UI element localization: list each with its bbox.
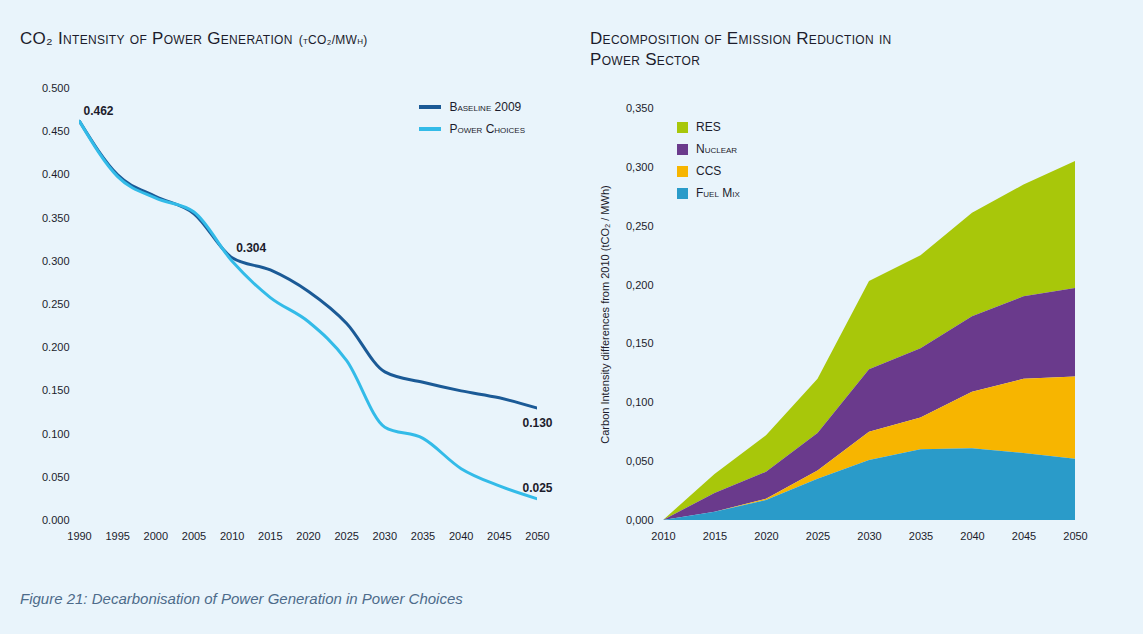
svg-text:0.000: 0.000 (42, 514, 70, 526)
svg-text:0,200: 0,200 (626, 279, 654, 291)
svg-text:0.100: 0.100 (42, 428, 70, 440)
svg-text:2050: 2050 (1063, 530, 1087, 542)
html-text:Baseline 2009: Baseline 2009 (449, 100, 522, 114)
svg-text:2025: 2025 (334, 530, 358, 542)
svg-text:0.500: 0.500 (42, 82, 70, 94)
svg-text:2020: 2020 (296, 530, 320, 542)
svg-text:2000: 2000 (144, 530, 168, 542)
svg-text:0,050: 0,050 (626, 455, 654, 467)
svg-text:2035: 2035 (411, 530, 435, 542)
html-text:Fuel Mix: Fuel Mix (696, 186, 740, 200)
html-text:CCS: CCS (696, 164, 722, 178)
svg-text:2010: 2010 (220, 530, 244, 542)
svg-text:2045: 2045 (487, 530, 511, 542)
svg-text:2050: 2050 (525, 530, 549, 542)
svg-text:Carbon Intensity differences f: Carbon Intensity differences from 2010 (… (599, 185, 611, 443)
svg-text:0,100: 0,100 (626, 396, 654, 408)
svg-text:0.130: 0.130 (522, 416, 552, 430)
svg-text:2020: 2020 (754, 530, 778, 542)
html-text:Decomposition of Emission Redu: Decomposition of Emission Reduction in P… (590, 29, 892, 69)
svg-text:0.450: 0.450 (42, 125, 70, 137)
svg-text:0,350: 0,350 (626, 102, 654, 114)
svg-text:2045: 2045 (1012, 530, 1036, 542)
svg-text:0.350: 0.350 (42, 212, 70, 224)
svg-text:2025: 2025 (806, 530, 830, 542)
svg-text:0,300: 0,300 (626, 161, 654, 173)
svg-text:2015: 2015 (258, 530, 282, 542)
svg-text:0.462: 0.462 (84, 104, 114, 118)
svg-text:0.250: 0.250 (42, 298, 70, 310)
svg-text:0.050: 0.050 (42, 471, 70, 483)
svg-text:2015: 2015 (703, 530, 727, 542)
svg-text:0.400: 0.400 (42, 168, 70, 180)
svg-text:2030: 2030 (857, 530, 881, 542)
html-text:Figure 21: Decarbonisation of: Figure 21: Decarbonisation of Power Gene… (20, 590, 463, 607)
svg-text:1990: 1990 (67, 530, 91, 542)
svg-text:0.300: 0.300 (42, 255, 70, 267)
svg-text:2040: 2040 (960, 530, 984, 542)
svg-text:2010: 2010 (651, 530, 675, 542)
svg-text:0,150: 0,150 (626, 337, 654, 349)
svg-text:0.200: 0.200 (42, 341, 70, 353)
svg-text:0.150: 0.150 (42, 384, 70, 396)
svg-text:2005: 2005 (182, 530, 206, 542)
svg-text:0,250: 0,250 (626, 220, 654, 232)
html-text:Power Choices: Power Choices (449, 122, 525, 136)
html-text:RES: RES (696, 120, 721, 134)
svg-text:2030: 2030 (373, 530, 397, 542)
svg-text:0.304: 0.304 (236, 241, 266, 255)
html-text:Nuclear: Nuclear (696, 142, 738, 156)
svg-text:1995: 1995 (105, 530, 129, 542)
svg-text:0,000: 0,000 (626, 514, 654, 526)
svg-text:2035: 2035 (909, 530, 933, 542)
svg-text:2040: 2040 (449, 530, 473, 542)
html-text:CO₂ Intensity of Power Generat: CO₂ Intensity of Power Generation (tCO₂/… (20, 29, 368, 48)
svg-text:0.025: 0.025 (522, 481, 552, 495)
